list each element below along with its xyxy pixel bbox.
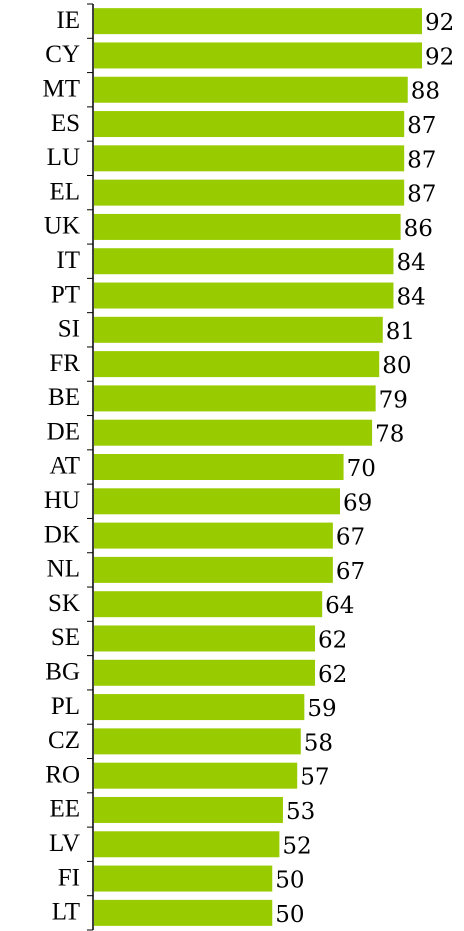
bar (94, 625, 316, 652)
y-tick-label: DK (44, 521, 80, 548)
y-tick-label: RO (45, 761, 80, 788)
value-label: 64 (325, 593, 354, 619)
y-tick-label: EL (49, 178, 80, 205)
bar (94, 179, 405, 206)
bar (94, 522, 333, 549)
value-label: 58 (304, 730, 333, 756)
y-tick-label: PL (51, 693, 80, 720)
y-tick-label: LV (49, 830, 80, 857)
bar (94, 659, 316, 686)
bar (94, 419, 373, 446)
bar (94, 316, 383, 343)
value-label: 69 (343, 490, 372, 516)
value-label: 67 (336, 559, 365, 585)
bar (94, 728, 301, 755)
bar (94, 831, 280, 858)
value-label: 84 (396, 250, 425, 276)
y-tick-label: ES (51, 110, 80, 137)
y-tick-label: MT (43, 75, 81, 102)
bar (94, 899, 273, 926)
bar (94, 385, 376, 412)
value-label: 50 (275, 868, 304, 894)
value-label: 79 (379, 387, 408, 413)
bar (94, 145, 405, 172)
value-label: 88 (411, 79, 440, 105)
y-tick-label: SI (58, 316, 80, 343)
bar (94, 8, 422, 35)
value-label: 92 (425, 10, 454, 36)
y-tick-label: EE (49, 796, 80, 823)
bar (94, 76, 408, 103)
y-tick-label: SE (51, 624, 80, 651)
y-tick-label: IT (56, 247, 80, 274)
value-label: 92 (425, 44, 454, 70)
y-tick-label: UK (44, 213, 80, 240)
bar (94, 762, 298, 789)
y-tick-label: BE (48, 384, 80, 411)
bar (94, 351, 380, 378)
value-label: 67 (336, 525, 365, 551)
value-label: 70 (347, 456, 376, 482)
bar (94, 248, 394, 275)
bar (94, 213, 401, 240)
bar (94, 488, 340, 515)
y-tick-label: LU (47, 144, 80, 171)
bar (94, 591, 323, 618)
bar (94, 796, 283, 823)
value-label: 80 (382, 353, 411, 379)
value-label: 52 (282, 833, 311, 859)
bar (94, 865, 273, 892)
value-label: 57 (300, 765, 329, 791)
y-tick-label: FI (58, 864, 80, 891)
bar (94, 282, 394, 309)
value-label: 81 (386, 319, 415, 345)
y-tick-label: BG (45, 659, 80, 686)
y-tick-label: CY (45, 41, 80, 68)
value-label: 84 (396, 285, 425, 311)
value-label: 59 (307, 696, 336, 722)
value-label: 78 (375, 422, 404, 448)
bar (94, 454, 344, 480)
bar (94, 42, 422, 69)
y-tick-label: DE (47, 418, 80, 445)
y-tick-label: SK (48, 590, 80, 617)
value-label: 62 (318, 627, 347, 653)
value-label: 53 (286, 799, 315, 825)
y-tick-label: IE (56, 7, 80, 34)
bar (94, 111, 405, 138)
value-label: 62 (318, 662, 347, 688)
value-label: 87 (407, 147, 436, 173)
y-tick-label: HU (44, 487, 80, 514)
y-tick-label: CZ (48, 727, 80, 754)
bar (94, 694, 305, 721)
y-tick-label: PT (51, 281, 80, 308)
value-label: 87 (407, 113, 436, 139)
value-label: 50 (275, 902, 304, 928)
bar (94, 556, 333, 583)
value-label: 86 (404, 216, 433, 242)
y-tick-label: NL (47, 556, 80, 583)
value-label: 87 (407, 182, 436, 208)
y-tick-label: AT (49, 453, 80, 480)
y-tick-label: LT (52, 899, 80, 926)
y-tick-label: FR (49, 350, 80, 377)
